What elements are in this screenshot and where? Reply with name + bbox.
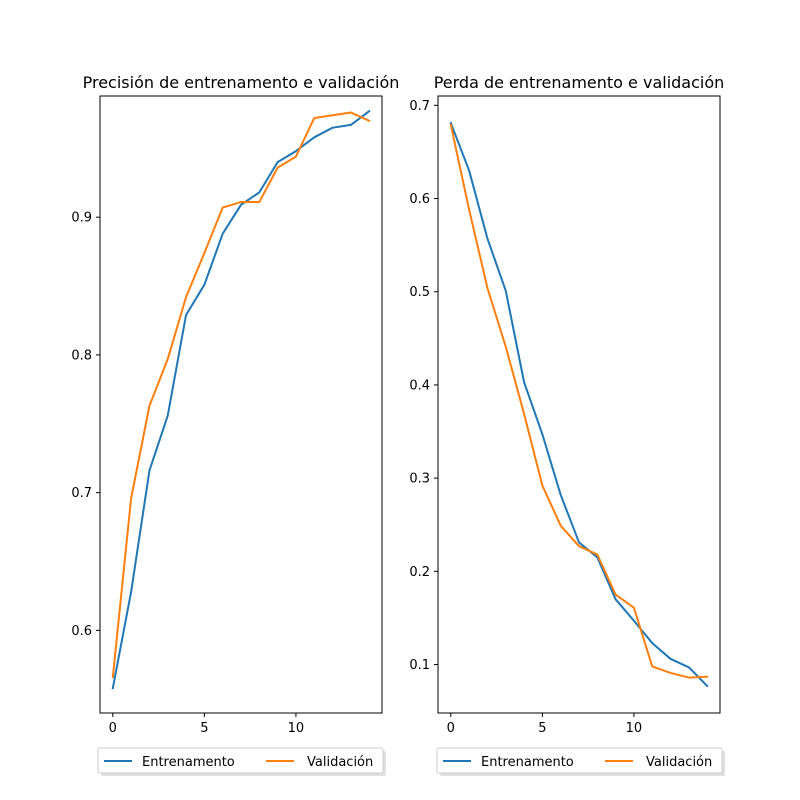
accuracy-legend-label-train: Entrenamento xyxy=(142,755,235,770)
accuracy-y-tick-label: 0.9 xyxy=(71,211,92,226)
loss-y-ticks: 0.1 0.2 0.3 0.4 0.5 0.6 0.7 xyxy=(409,99,438,673)
accuracy-chart-title: Precisión de entrenamento e validación xyxy=(83,73,400,92)
loss-legend-label-train: Entrenamento xyxy=(481,755,574,770)
loss-series-line-val xyxy=(449,123,709,679)
loss-series-line-train xyxy=(449,121,709,688)
accuracy-plot-frame xyxy=(99,95,383,714)
loss-x-tick-label: 10 xyxy=(626,721,643,736)
loss-y-tick-label: 0.1 xyxy=(409,658,430,673)
loss-lines xyxy=(449,121,709,688)
accuracy-y-tick-label: 0.7 xyxy=(71,486,92,501)
loss-y-tick-label: 0.2 xyxy=(409,565,430,580)
accuracy-legend-label-val: Validación xyxy=(307,755,373,770)
accuracy-y-tick-label: 0.6 xyxy=(71,624,92,639)
loss-x-tick-label: 0 xyxy=(447,721,455,736)
loss-y-tick-label: 0.4 xyxy=(409,378,430,393)
accuracy-x-tick-label: 0 xyxy=(109,721,117,736)
loss-x-tick-label: 5 xyxy=(538,721,546,736)
loss-legend-label-val: Validación xyxy=(646,755,712,770)
loss-legend: Entrenamento Validación xyxy=(436,747,725,776)
loss-chart-title: Perda de entrenamento e validación xyxy=(434,73,725,92)
accuracy-y-tick-label: 0.8 xyxy=(71,348,92,363)
accuracy-y-ticks: 0.6 0.7 0.8 0.9 xyxy=(71,211,100,639)
accuracy-x-tick-label: 5 xyxy=(200,721,208,736)
accuracy-lines xyxy=(111,109,371,690)
loss-x-ticks: 0 5 10 xyxy=(447,713,643,736)
loss-y-tick-label: 0.6 xyxy=(409,192,430,207)
accuracy-legend-box xyxy=(97,747,384,774)
accuracy-x-ticks: 0 5 10 xyxy=(109,713,305,736)
accuracy-x-tick-label: 10 xyxy=(288,721,305,736)
loss-subplot: Perda de entrenamento e validación 0.10.… xyxy=(409,73,725,776)
loss-plot-frame xyxy=(437,95,721,714)
loss-legend-box xyxy=(436,747,723,774)
loss-y-tick-label: 0.5 xyxy=(409,285,430,300)
accuracy-series-line-train xyxy=(111,109,371,690)
loss-y-tick-label: 0.3 xyxy=(409,472,430,487)
accuracy-series-line-val xyxy=(111,111,371,679)
accuracy-legend: Entrenamento Validación xyxy=(97,747,386,776)
loss-y-tick-label: 0.7 xyxy=(409,99,430,114)
accuracy-subplot: Precisión de entrenamento e validación 0… xyxy=(71,73,399,776)
